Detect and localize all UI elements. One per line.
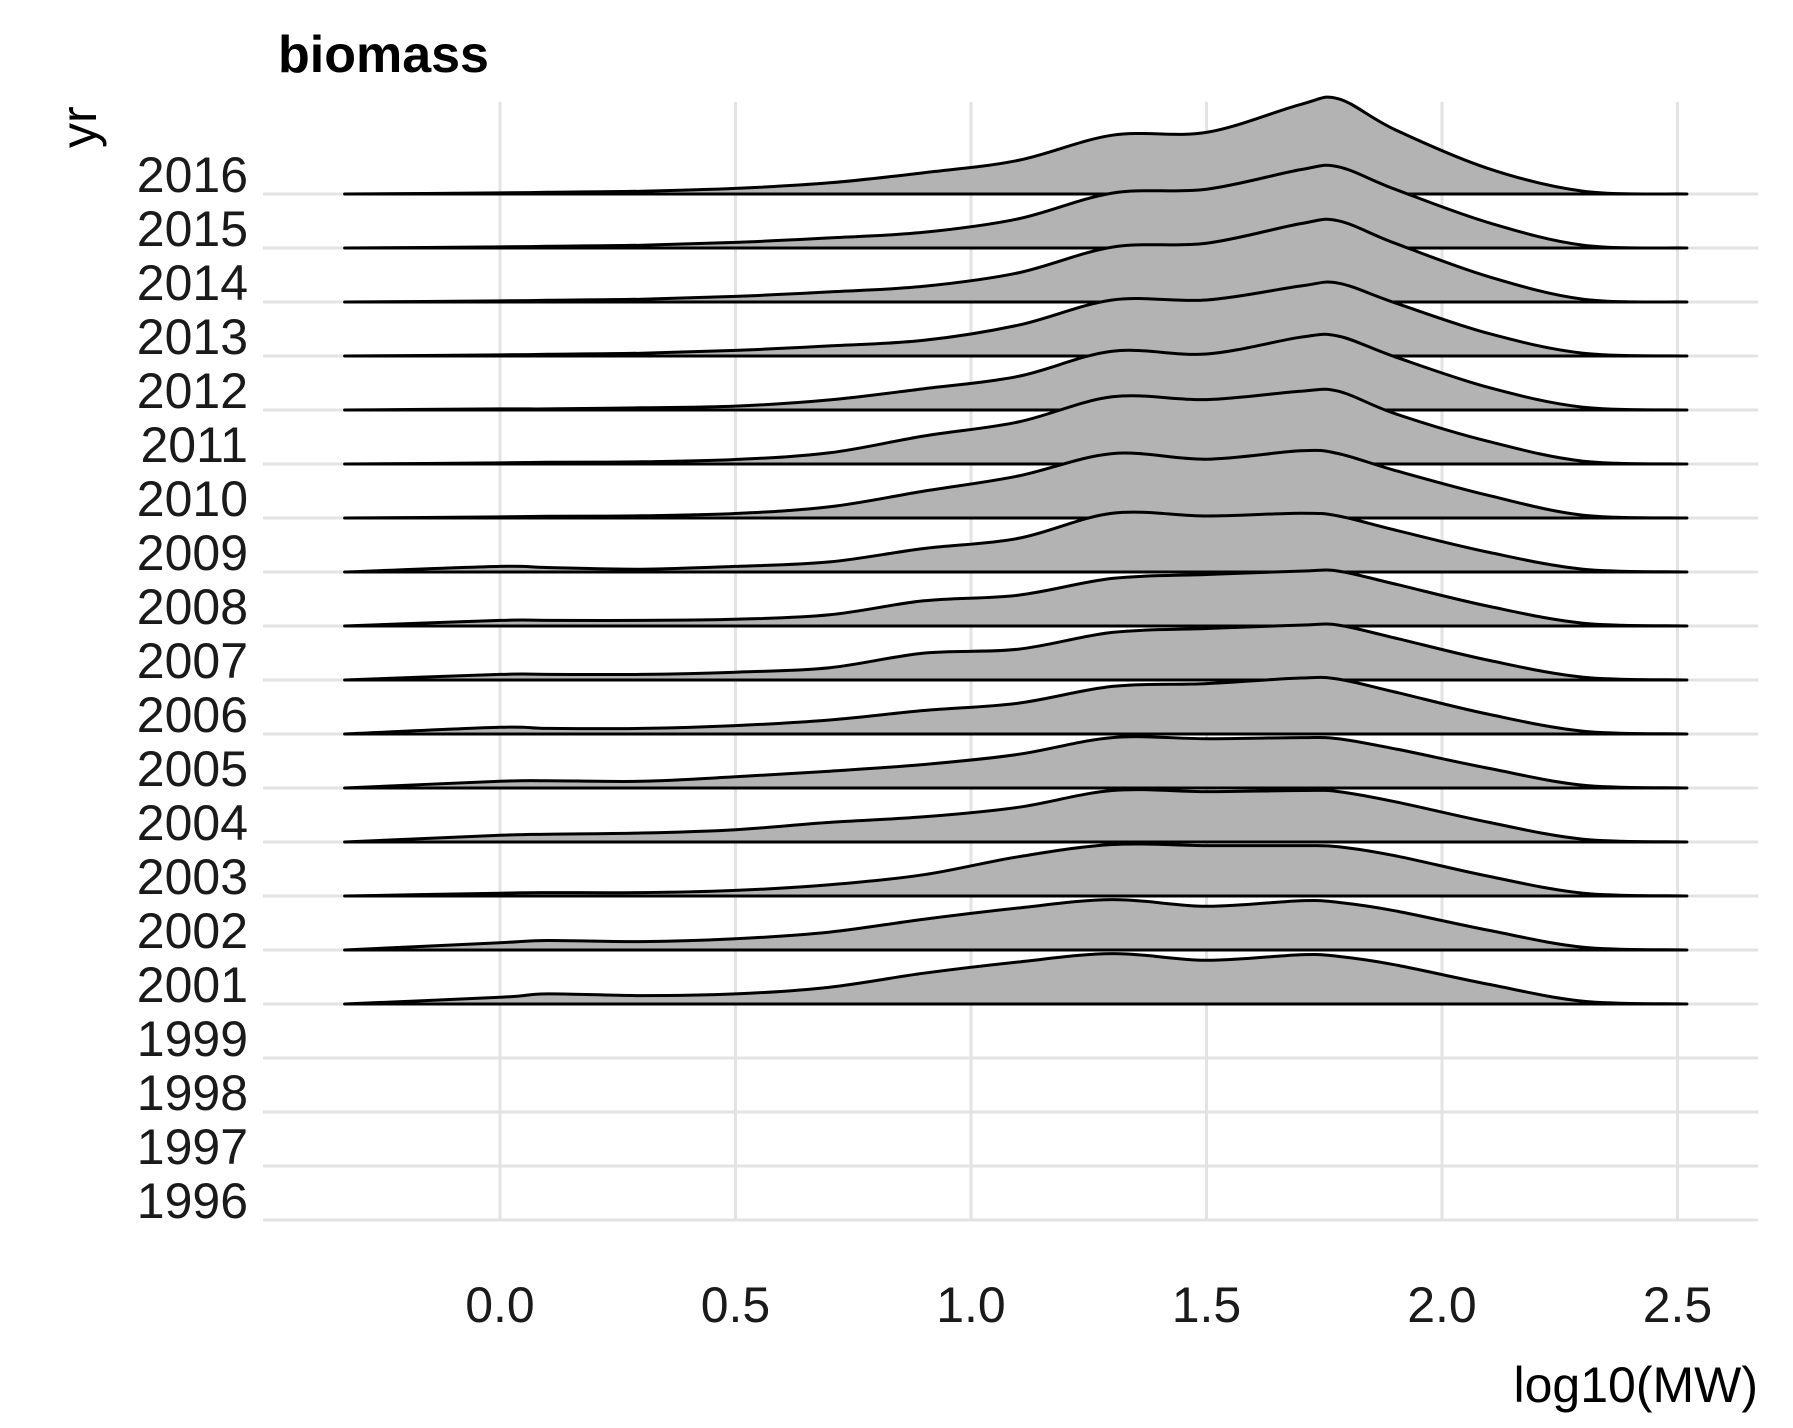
y-tick-label: 2012 [137,363,248,419]
y-tick-label: 1997 [137,1119,248,1175]
chart-title: biomass [278,26,489,84]
x-tick-label: 0.0 [465,1277,535,1333]
ridge-2003 [343,842,1689,898]
x-tick-labels: 0.0 0.5 1.0 1.5 2.0 2.5 [465,1277,1712,1333]
ridge-2006 [343,675,1689,736]
y-tick-label: 2010 [137,471,248,527]
y-tick-label: 2002 [137,903,248,959]
x-tick-label: 2.0 [1407,1277,1477,1333]
ridge-2004 [343,788,1689,844]
y-tick-label: 2014 [137,255,248,311]
ridge-2016 [343,95,1689,196]
x-tick-label: 1.5 [1172,1277,1242,1333]
ridge-2001 [343,952,1689,1006]
y-tick-label: 1998 [137,1065,248,1121]
ridge-2007 [343,622,1689,682]
y-tick-label: 2005 [137,741,248,797]
ridge-2005 [343,735,1689,790]
y-tick-label: 2001 [137,957,248,1013]
x-tick-label: 1.0 [936,1277,1006,1333]
y-tick-label: 2004 [137,795,248,851]
y-tick-label: 2009 [137,525,248,581]
y-tick-label: 2013 [137,309,248,365]
y-tick-label: 2008 [137,579,248,635]
x-axis-title: log10(MW) [1514,1357,1758,1413]
ridge-2014 [343,217,1689,304]
x-tick-label: 2.5 [1643,1277,1713,1333]
ridge-2010 [343,448,1689,520]
y-axis-title: yr [51,106,107,148]
ridge-2008 [343,568,1689,628]
y-tick-label: 2016 [137,147,248,203]
y-tick-label: 2003 [137,849,248,905]
y-tick-label: 1996 [137,1173,248,1229]
y-tick-labels: 1996199719981999200120022003200420052006… [137,147,248,1229]
ridge-2013 [343,280,1689,358]
y-tick-label: 2015 [137,201,248,257]
ridge-2012 [343,332,1689,412]
y-tick-label: 2007 [137,633,248,689]
y-tick-label: 2011 [140,417,248,473]
ridge-2002 [343,898,1689,952]
y-tick-label: 2006 [137,687,248,743]
ridges [343,95,1689,1006]
ridge-2011 [343,387,1689,466]
x-tick-label: 0.5 [701,1277,771,1333]
y-tick-label: 1999 [137,1011,248,1067]
ridge-2009 [343,510,1689,574]
